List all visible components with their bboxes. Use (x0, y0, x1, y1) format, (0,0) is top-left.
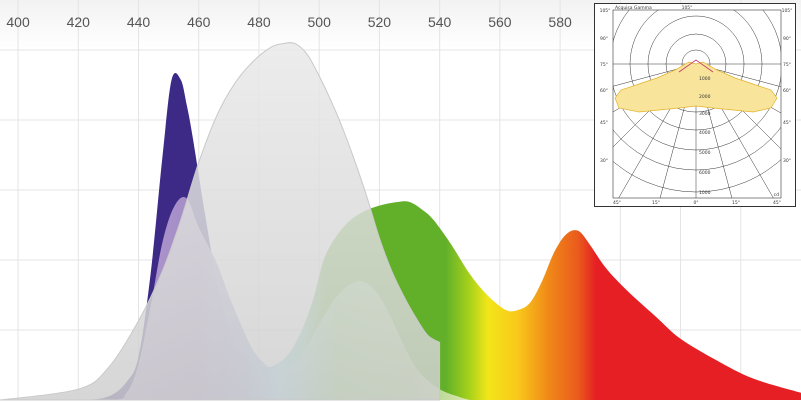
x-tick-label: 520 (368, 14, 392, 30)
polar-radius-label: 2000 (699, 94, 711, 100)
polar-angle-label: 15° (652, 200, 660, 206)
polar-angle-label: 90° (600, 36, 608, 42)
polar-angle-label: 90° (783, 36, 791, 42)
x-tick-label: 580 (548, 14, 572, 30)
spectrum-series-envelope (0, 42, 441, 401)
polar-angle-label: 0° (693, 200, 698, 206)
polar-grid (613, 10, 781, 198)
polar-inset: Acquisa Gamma 105° 105° 105° 90° 75° 60° 45° 30°… (594, 3, 796, 207)
polar-angle-label: 60° (600, 88, 608, 94)
polar-radius-label: 5000 (699, 150, 711, 156)
x-tick-label: 440 (127, 14, 151, 30)
polar-angle-label: 30° (783, 158, 791, 164)
polar-angle-label: 105° (600, 8, 611, 14)
polar-angle-label: 60° (783, 88, 791, 94)
polar-angle-label: 30° (600, 158, 608, 164)
polar-radius-label: 1000 (699, 190, 711, 196)
x-tick-label: 540 (428, 14, 452, 30)
polar-radius-label: 3000 (699, 111, 711, 117)
polar-angle-label: 45° (783, 120, 791, 126)
polar-spoke (613, 63, 697, 87)
x-tick-label: 480 (247, 14, 271, 30)
x-tick-label: 500 (308, 14, 332, 30)
polar-header-label: Acquisa Gamma (615, 5, 652, 11)
x-tick-label: 460 (187, 14, 211, 30)
x-tick-label: 560 (488, 14, 512, 30)
polar-angle-label: 45° (773, 200, 781, 206)
polar-radius-label: 1000 (699, 76, 711, 82)
polar-angle-label: 75° (783, 62, 791, 68)
polar-radius-label: 6000 (699, 170, 711, 176)
polar-frame (612, 9, 782, 199)
polar-radius-label: 4000 (699, 130, 711, 136)
polar-angle-label: 45° (613, 200, 621, 206)
x-tick-label: 400 (6, 14, 30, 30)
polar-lobe-secondary (678, 59, 714, 73)
polar-unit-label: cd (774, 192, 779, 198)
polar-angle-label: 105° (782, 8, 793, 14)
polar-angle-label: 15° (732, 200, 740, 206)
polar-angle-label: 45° (600, 120, 608, 126)
polar-diagram: Acquisa Gamma 105° 105° 105° 90° 75° 60° 45° 30°… (600, 5, 793, 206)
polar-spoke (695, 63, 781, 88)
spectrum-areas (0, 42, 801, 401)
polar-lobe (614, 61, 778, 113)
polar-angle-label: 75° (600, 62, 608, 68)
polar-angle-label: 105° (682, 5, 693, 11)
x-tick-label: 420 (67, 14, 91, 30)
